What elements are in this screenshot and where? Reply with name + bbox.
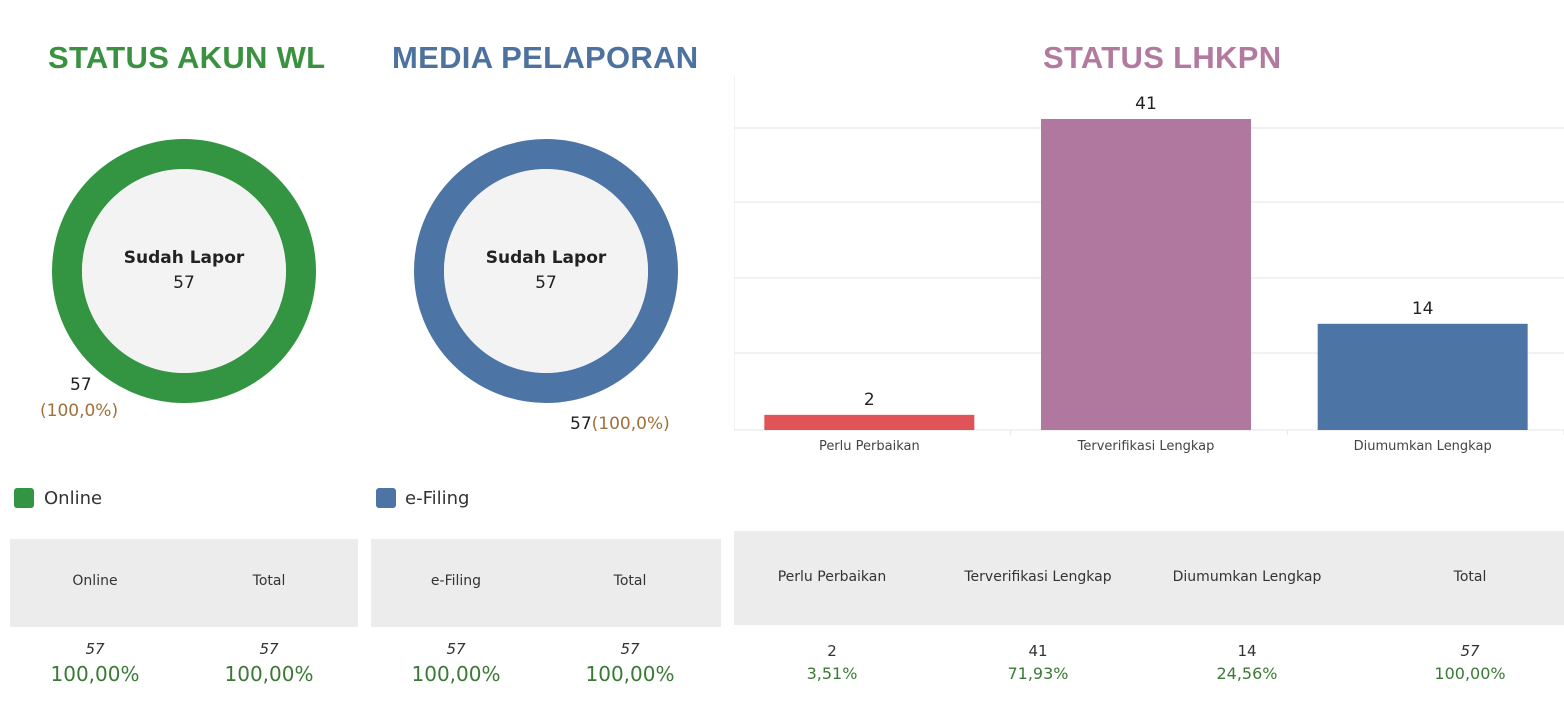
status-akun-slice-pct: (100,0%): [40, 401, 119, 421]
status-akun-center-value: 57: [173, 273, 195, 293]
media-pelaporan-table-header: [371, 539, 721, 627]
status-akun-slice-count: 57: [70, 375, 92, 395]
media-pelaporan-slice-label: 57(100,0%): [570, 414, 670, 434]
legend-efiling-label[interactable]: e-Filing: [405, 488, 470, 509]
bar-diumumkan-lengkap[interactable]: [1317, 323, 1528, 430]
bar-value-label: 2: [864, 390, 875, 410]
media-pelaporan-donut: [414, 139, 678, 403]
status-lhkpn-th-2: Diumumkan Lengkap: [1172, 569, 1322, 585]
legend-online-label[interactable]: Online: [44, 488, 103, 509]
legend-online-swatch: [14, 488, 34, 508]
media-pelaporan-pct-0: 100,00%: [411, 662, 501, 686]
media-pelaporan-slice-count: 57: [570, 414, 592, 434]
status-akun-th-1: Total: [252, 573, 286, 589]
media-pelaporan-th-0: e-Filing: [430, 573, 482, 589]
media-pelaporan-ring: [414, 139, 678, 403]
status-lhkpn-pct-1: 71,93%: [1007, 664, 1069, 683]
status-lhkpn-count-1: 41: [1028, 642, 1048, 660]
bar-perlu-perbaikan[interactable]: [764, 414, 975, 430]
x-tick-label: Diumumkan Lengkap: [1354, 439, 1492, 454]
status-akun-th-0: Online: [72, 573, 118, 589]
bar-value-label: 41: [1135, 94, 1157, 114]
status-akun-ring: [52, 139, 316, 403]
bar-terverifikasi-lengkap[interactable]: [1041, 119, 1251, 430]
status-lhkpn-count-3: 57: [1460, 642, 1480, 660]
status-akun-table-header: [10, 539, 358, 627]
x-tick-label: Perlu Perbaikan: [819, 439, 920, 454]
media-pelaporan-center-value: 57: [535, 273, 557, 293]
status-lhkpn-th-3: Total: [1453, 569, 1487, 585]
media-pelaporan-th-1: Total: [613, 573, 647, 589]
bar-value-label: 14: [1412, 299, 1434, 319]
legend-efiling-swatch: [376, 488, 396, 508]
status-lhkpn-pct-3: 100,00%: [1434, 664, 1506, 683]
status-lhkpn-title: STATUS LHKPN: [1043, 40, 1282, 75]
media-pelaporan-pct-1: 100,00%: [585, 662, 675, 686]
status-akun-pct-0: 100,00%: [50, 662, 140, 686]
status-lhkpn-th-0: Perlu Perbaikan: [777, 569, 887, 585]
status-akun-center-label: Sudah Lapor: [123, 248, 245, 268]
status-lhkpn-pct-2: 24,56%: [1216, 664, 1278, 683]
status-akun-pct-1: 100,00%: [224, 662, 314, 686]
x-tick-label: Terverifikasi Lengkap: [1077, 439, 1215, 454]
status-lhkpn-table-header: [734, 531, 1564, 625]
status-lhkpn-th-1: Terverifikasi Lengkap: [964, 569, 1112, 585]
status-akun-donut: [52, 139, 316, 403]
media-pelaporan-slice-pct: (100,0%): [591, 414, 670, 434]
status-lhkpn-bar-chart: 2 Perlu Perbaikan 41 Terverifikasi Lengkap 1…: [734, 76, 1564, 454]
media-pelaporan-center-label: Sudah Lapor: [485, 248, 607, 268]
status-lhkpn-pct-0: 3,51%: [806, 664, 858, 683]
status-akun-count-1: 57: [259, 640, 279, 658]
media-pelaporan-count-1: 57: [620, 640, 640, 658]
status-akun-count-0: 57: [85, 640, 105, 658]
media-pelaporan-title: MEDIA PELAPORAN: [392, 40, 699, 75]
media-pelaporan-count-0: 57: [446, 640, 466, 658]
status-lhkpn-count-0: 2: [827, 642, 837, 660]
media-pelaporan-center: [444, 169, 648, 373]
status-akun-center: [82, 169, 286, 373]
status-akun-title: STATUS AKUN WL: [48, 40, 326, 75]
status-lhkpn-count-2: 14: [1237, 642, 1257, 660]
